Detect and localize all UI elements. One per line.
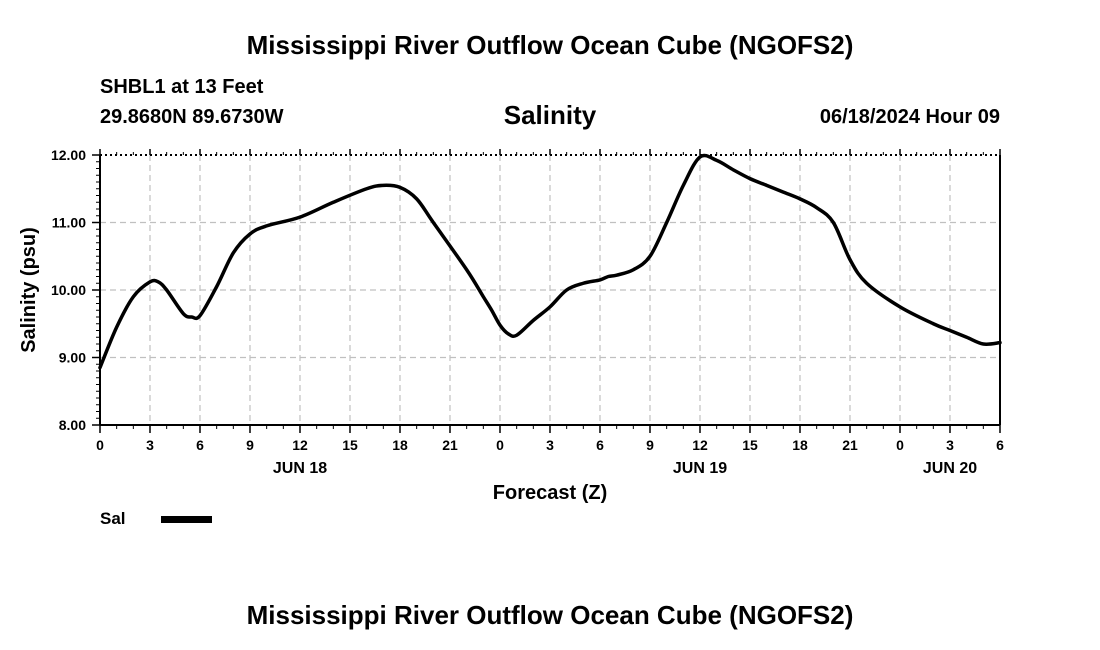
station-coordinates: 29.8680N 89.6730W [100,106,284,128]
y-tick-label: 8.00 [59,417,86,433]
x-tick-label: 21 [442,437,458,453]
x-tick-label: 6 [196,437,204,453]
series-layer [98,153,1002,370]
x-tick-label: 12 [292,437,308,453]
grid-lines [100,155,1000,425]
y-tick-label: 9.00 [59,350,86,366]
x-tick-label: 18 [392,437,408,453]
x-tick-label: 9 [246,437,254,453]
x-tick-label: 18 [792,437,808,453]
x-tick-label: 15 [342,437,358,453]
x-tick-label: 21 [842,437,858,453]
x-tick-label: 9 [646,437,654,453]
x-tick-label: 12 [692,437,708,453]
forecast-timestamp: 06/18/2024 Hour 09 [819,106,1000,128]
legend-label: Sal [100,509,126,528]
footer-title: Mississippi River Outflow Ocean Cube (NG… [246,600,854,630]
x-tick-label: 6 [596,437,604,453]
x-tick-label: 3 [946,437,954,453]
chart-title: Salinity [503,100,597,130]
x-tick-label: 0 [96,437,104,453]
x-tick-label: 6 [996,437,1004,453]
y-tick-label: 11.00 [52,215,86,231]
x-tick-label: 3 [146,437,154,453]
main-title: Mississippi River Outflow Ocean Cube (NG… [246,30,854,60]
y-tick-label: 12.00 [51,147,86,163]
y-axis-label: Salinity (psu) [18,227,40,353]
x-tick-label: 3 [546,437,554,453]
axis-ticks: 8.00 9.00 10.00 11.00 12.00 0 3 6 9 12 15 18 21 0 3 6 9 1… [51,147,1004,477]
x-tick-label: 0 [896,437,904,453]
day-label: JUN 20 [923,460,977,477]
y-tick-label: 10.00 [51,282,86,298]
x-axis-label: Forecast (Z) [492,482,608,504]
day-label: JUN 19 [673,460,727,477]
x-tick-label: 15 [742,437,758,453]
station-label: SHBL1 at 13 Feet [100,76,264,98]
day-label: JUN 18 [273,460,327,477]
x-tick-label: 0 [496,437,504,453]
series-line-sal [98,153,1002,370]
legend-swatch [161,516,212,523]
